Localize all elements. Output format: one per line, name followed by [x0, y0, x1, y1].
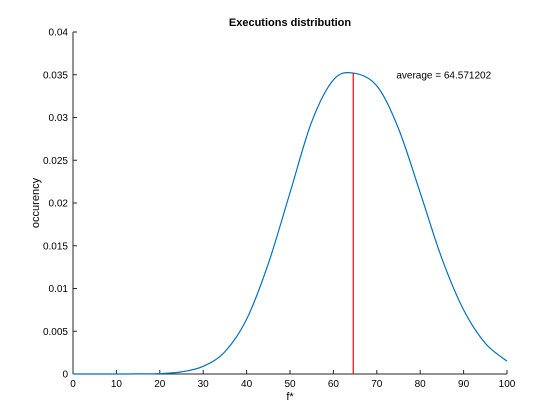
x-tick-label: 90 [458, 379, 470, 390]
y-axis-label: occurency [30, 177, 42, 228]
x-tick-label: 30 [198, 379, 210, 390]
y-tick-label: 0.04 [49, 28, 69, 39]
y-tick-label: 0.025 [43, 156, 68, 167]
x-axis-label: f* [286, 391, 294, 403]
series-group [72, 71, 508, 375]
x-tick-label: 70 [371, 379, 383, 390]
distribution-curve [72, 71, 508, 375]
y-tick-label: 0.015 [43, 241, 68, 252]
x-tick-label: 40 [241, 379, 253, 390]
x-tick-label: 60 [328, 379, 340, 390]
y-tick-label: 0 [62, 370, 68, 381]
y-tick-label: 0.005 [43, 327, 68, 338]
y-tick-label: 0.02 [49, 199, 69, 210]
axis-ticks: 0 10 20 30 40 50 60 70 80 90 100 0 0.005 0.01 0.015 0.0… [43, 28, 516, 391]
x-tick-label: 0 [70, 379, 76, 390]
x-tick-label: 80 [415, 379, 427, 390]
x-tick-label: 20 [154, 379, 166, 390]
y-tick-label: 0.03 [49, 113, 69, 124]
y-tick-label: 0.035 [43, 70, 68, 81]
average-annotation: average = 64.571202 [396, 70, 491, 81]
plot-axes [72, 32, 507, 375]
y-tick-label: 0.01 [49, 284, 69, 295]
chart-title: Executions distribution [229, 17, 352, 29]
x-tick-label: 10 [111, 379, 123, 390]
x-tick-label: 100 [499, 379, 516, 390]
x-tick-label: 50 [284, 379, 296, 390]
plot-background [73, 32, 507, 374]
